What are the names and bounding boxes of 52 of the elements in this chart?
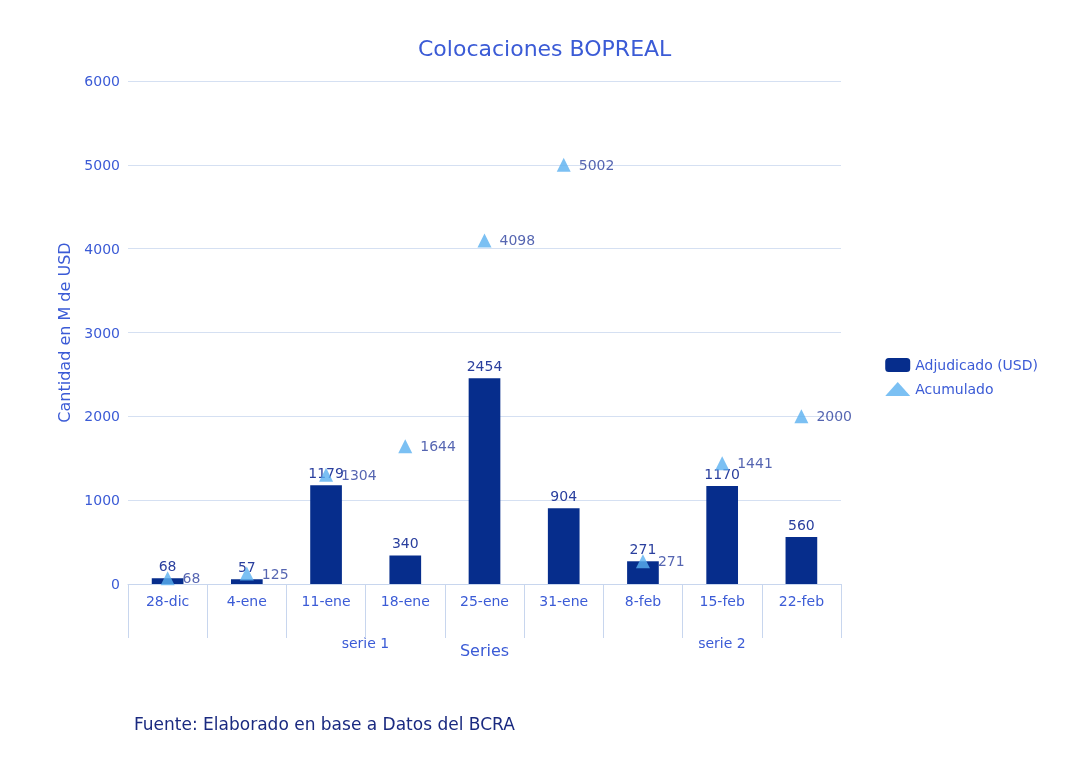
legend-label: Acumulado [915, 381, 994, 397]
chart-title: Colocaciones BOPREAL [418, 35, 673, 61]
data-label: 904 [550, 488, 578, 505]
text: serie 1 [341, 635, 390, 651]
point [477, 233, 492, 248]
y-tick-label: 4000 [84, 240, 120, 257]
point [794, 409, 809, 424]
x-tick-label: 28-dic [145, 593, 190, 609]
x-tick-label: 11-ene [301, 593, 351, 609]
data-label: 1170 [704, 465, 740, 482]
y-tick-label: 1000 [84, 492, 120, 509]
point [398, 439, 413, 454]
data-label: 2000 [816, 408, 853, 425]
data-label: 271 [629, 541, 657, 558]
y-tick-label: 3000 [84, 324, 120, 341]
x-tick-label: 4-ene [226, 593, 267, 609]
y-tick-label: 0 [111, 576, 120, 592]
data-label: 271 [657, 553, 685, 570]
bar [547, 508, 580, 584]
data-label: 4098 [499, 232, 536, 249]
data-label: 1644 [420, 438, 456, 455]
data-label: 1304 [341, 466, 377, 483]
data-label: 68 [158, 558, 177, 575]
data-label: 560 [788, 517, 815, 534]
bar [706, 485, 739, 584]
y-tick-label: 2000 [84, 408, 120, 425]
y-tick-label: 6000 [84, 73, 120, 89]
text: serie 2 [698, 635, 746, 651]
x-tick-label: 15-feb [699, 593, 745, 609]
data-label: 5002 [578, 156, 615, 173]
y-axis-title: Cantidad en M de USD [54, 242, 74, 423]
legend-label: Adjudicado (USD) [915, 357, 1039, 373]
point [635, 554, 650, 569]
data-label: 2454 [466, 358, 503, 375]
data-label: 57 [237, 559, 256, 576]
data-label: 340 [391, 535, 419, 552]
x-tick-label: 31-ene [539, 593, 589, 609]
point [556, 157, 571, 172]
x-tick-label: 8-feb [624, 593, 662, 609]
bar [785, 537, 818, 584]
bar [468, 378, 501, 584]
point [160, 571, 175, 586]
y-tick-label: 5000 [84, 156, 120, 173]
bar [310, 485, 342, 584]
x-tick-label: 22-feb [778, 593, 825, 609]
data-label: 125 [261, 565, 289, 582]
x-tick-label: 25-ene [460, 593, 509, 609]
x-axis-title: Series [459, 640, 510, 660]
x-tick-label: 18-ene [380, 593, 430, 609]
bar [389, 555, 422, 584]
source-note: Fuente: Elaborado en base a Datos del BCRA [134, 713, 516, 734]
data-label: 68 [182, 570, 201, 587]
